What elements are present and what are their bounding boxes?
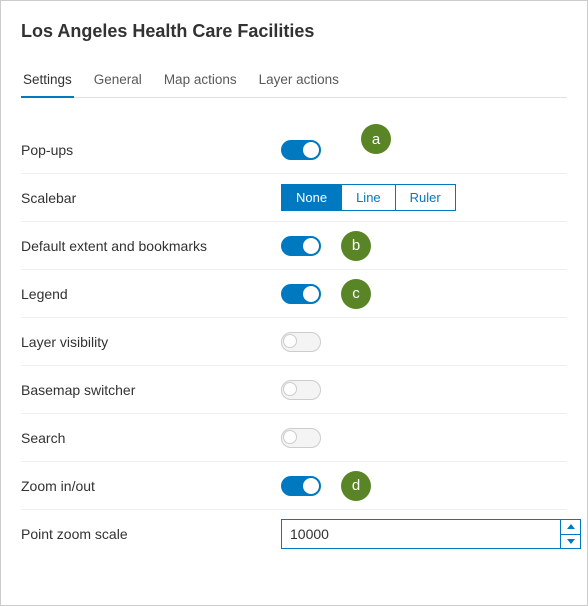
- point-zoom-input[interactable]: [282, 520, 560, 548]
- point-zoom-step-down[interactable]: [561, 534, 580, 549]
- row-scalebar: Scalebar None Line Ruler: [21, 174, 567, 222]
- label-legend: Legend: [21, 286, 281, 302]
- tabs: Settings General Map actions Layer actio…: [21, 66, 567, 98]
- scalebar-segmented: None Line Ruler: [281, 184, 456, 211]
- toggle-extent[interactable]: [281, 236, 321, 256]
- toggle-search[interactable]: [281, 428, 321, 448]
- row-basemap-switcher: Basemap switcher: [21, 366, 567, 414]
- label-point-zoom-scale: Point zoom scale: [21, 526, 281, 542]
- annotation-d: d: [341, 471, 371, 501]
- toggle-legend[interactable]: [281, 284, 321, 304]
- point-zoom-step-up[interactable]: [561, 520, 580, 534]
- toggle-popups[interactable]: [281, 140, 321, 160]
- scalebar-option-ruler[interactable]: Ruler: [396, 184, 456, 211]
- point-zoom-input-wrap: [281, 519, 581, 549]
- toggle-zoom[interactable]: [281, 476, 321, 496]
- panel-title: Los Angeles Health Care Facilities: [21, 21, 567, 42]
- tab-settings[interactable]: Settings: [21, 66, 74, 97]
- tab-map-actions[interactable]: Map actions: [162, 66, 239, 97]
- label-popups: Pop-ups: [21, 142, 281, 158]
- row-legend: Legend c: [21, 270, 567, 318]
- row-popups: Pop-ups: [21, 126, 567, 174]
- label-search: Search: [21, 430, 281, 446]
- row-zoom: Zoom in/out d: [21, 462, 567, 510]
- label-zoom: Zoom in/out: [21, 478, 281, 494]
- annotation-b: b: [341, 231, 371, 261]
- row-layer-visibility: Layer visibility: [21, 318, 567, 366]
- scalebar-option-line[interactable]: Line: [342, 184, 396, 211]
- tab-general[interactable]: General: [92, 66, 144, 97]
- label-basemap-switcher: Basemap switcher: [21, 382, 281, 398]
- label-extent: Default extent and bookmarks: [21, 238, 281, 254]
- label-scalebar: Scalebar: [21, 190, 281, 206]
- row-search: Search: [21, 414, 567, 462]
- tab-layer-actions[interactable]: Layer actions: [257, 66, 341, 97]
- chevron-up-icon: [567, 524, 575, 529]
- row-point-zoom-scale: Point zoom scale: [21, 510, 567, 558]
- chevron-down-icon: [567, 539, 575, 544]
- settings-panel: Los Angeles Health Care Facilities Setti…: [0, 0, 588, 606]
- annotation-c: c: [341, 279, 371, 309]
- scalebar-option-none[interactable]: None: [281, 184, 342, 211]
- point-zoom-spinner: [560, 520, 580, 548]
- toggle-basemap-switcher[interactable]: [281, 380, 321, 400]
- row-extent: Default extent and bookmarks b: [21, 222, 567, 270]
- label-layer-visibility: Layer visibility: [21, 334, 281, 350]
- toggle-layer-visibility[interactable]: [281, 332, 321, 352]
